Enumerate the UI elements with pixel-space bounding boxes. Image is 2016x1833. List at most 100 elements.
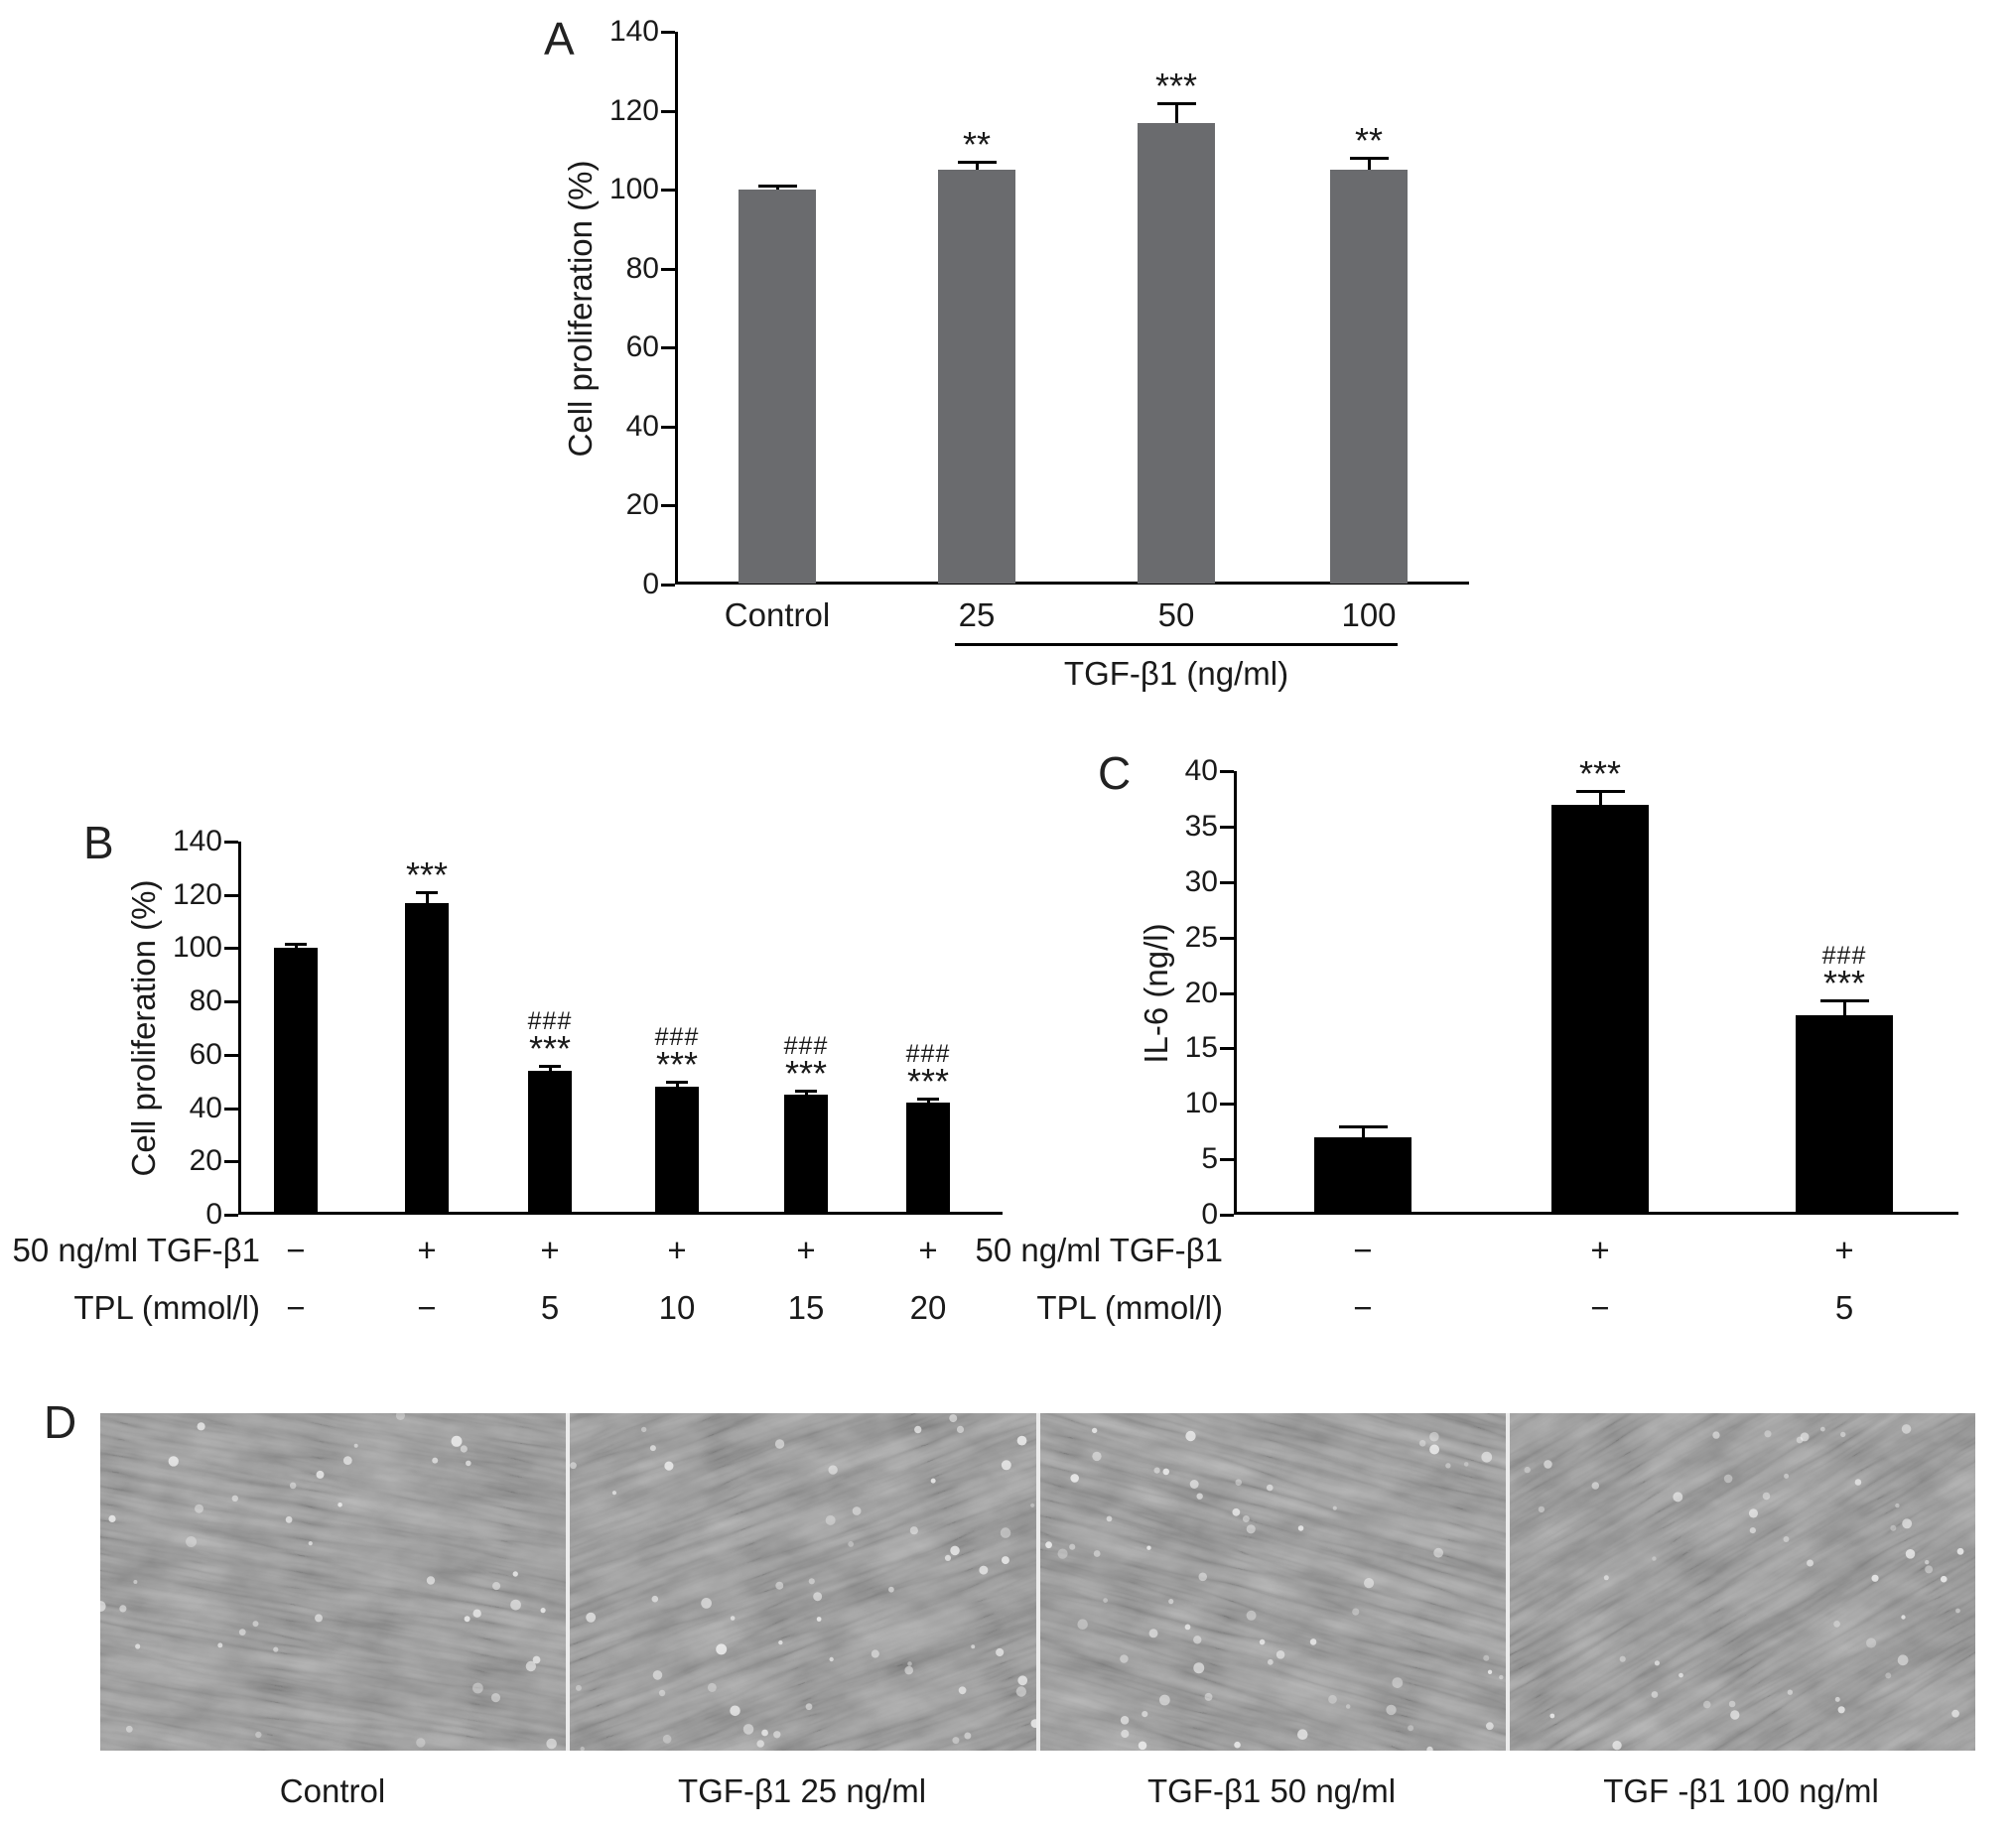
y-tick-label: 100 — [172, 931, 222, 965]
y-tick — [1220, 770, 1234, 773]
error-bar-cap — [795, 1090, 817, 1094]
row-value: 5 — [540, 1289, 560, 1326]
y-tick-label: 100 — [608, 173, 659, 206]
error-bar-cap — [1156, 101, 1196, 105]
hash-annotation: ### — [654, 1022, 700, 1051]
micrograph-label: TGF -β1 100 ng/ml — [1603, 1772, 1879, 1809]
row-label: 50 ng/ml TGF-β1 — [12, 1232, 260, 1268]
y-tick-label: 20 — [625, 488, 659, 522]
x-category-label: Control — [724, 596, 831, 633]
bar — [1330, 170, 1408, 584]
row-value: − — [417, 1289, 437, 1326]
bar — [655, 1087, 699, 1214]
y-tick — [1220, 1214, 1234, 1217]
error-bar-cap — [1575, 790, 1625, 794]
group-label: TGF-β1 (ng/ml) — [1063, 655, 1289, 692]
y-tick — [1220, 880, 1234, 884]
hash-annotation: ### — [1821, 942, 1867, 971]
micrograph-label: TGF-β1 50 ng/ml — [1146, 1772, 1397, 1809]
row-label: 50 ng/ml TGF-β1 — [975, 1232, 1223, 1268]
bar — [1314, 1136, 1411, 1214]
error-bar-cap — [757, 185, 797, 189]
hash-annotation: ### — [783, 1032, 829, 1061]
panel-b-label: B — [83, 817, 114, 868]
row-label: TPL (mmol/l) — [73, 1289, 260, 1326]
hash-annotation: ### — [527, 1006, 573, 1035]
error-bar-line — [975, 162, 979, 171]
row-value: + — [540, 1232, 560, 1268]
row-value: + — [918, 1232, 938, 1268]
x-category-label: 50 — [1157, 596, 1195, 633]
error-bar-cap — [285, 943, 307, 947]
x-category-label: 25 — [958, 596, 996, 633]
error-bar-line — [1174, 102, 1178, 123]
error-bar-cap — [416, 891, 438, 895]
row-value: 20 — [909, 1289, 947, 1326]
y-tick — [1220, 825, 1234, 829]
bar — [906, 1103, 950, 1214]
y-tick — [661, 346, 675, 350]
error-bar-cap — [957, 161, 997, 165]
bar — [1551, 804, 1649, 1214]
bar — [528, 1070, 572, 1214]
row-value: + — [1590, 1232, 1610, 1268]
error-bar-cap — [1819, 999, 1869, 1003]
y-tick — [1220, 1047, 1234, 1051]
error-bar-line — [548, 1065, 552, 1071]
row-value: − — [1353, 1232, 1373, 1268]
y-tick-label: 20 — [1184, 976, 1218, 1009]
error-bar-cap — [1338, 1124, 1388, 1128]
y-tick-label: 120 — [608, 93, 659, 127]
x-category-label: 100 — [1341, 596, 1397, 633]
y-tick — [661, 504, 675, 508]
y-tick-label: 0 — [642, 568, 659, 600]
y-tick — [1220, 1158, 1234, 1162]
micrograph-texture — [1509, 1413, 1975, 1751]
row-value: + — [796, 1232, 816, 1268]
y-tick — [224, 1214, 238, 1217]
bar — [1796, 1014, 1893, 1214]
row-label: TPL (mmol/l) — [1036, 1289, 1223, 1326]
row-value: + — [1834, 1232, 1854, 1268]
y-tick-label: 20 — [189, 1144, 222, 1178]
y-tick-label: 80 — [625, 251, 659, 285]
y-tick-label: 40 — [1184, 754, 1218, 787]
significance-annotation: *** — [1579, 756, 1621, 792]
y-tick — [224, 841, 238, 844]
y-tick — [224, 893, 238, 897]
y-tick-label: 0 — [1201, 1198, 1218, 1231]
error-bar-line — [804, 1091, 808, 1096]
micrograph-image-1 — [570, 1413, 1036, 1751]
y-tick — [224, 1160, 238, 1164]
micrograph-label: Control — [279, 1772, 386, 1809]
y-axis-label: IL-6 (ng/l) — [1138, 922, 1174, 1064]
row-value: 5 — [1834, 1289, 1854, 1326]
y-tick-label: 120 — [172, 877, 222, 911]
bar — [1138, 122, 1215, 584]
error-bar-line — [926, 1099, 930, 1104]
y-tick-label: 30 — [1184, 864, 1218, 898]
bar — [938, 170, 1015, 584]
error-bar-cap — [1349, 157, 1389, 161]
significance-annotation: ### *** — [527, 1006, 573, 1067]
micrograph-strip — [100, 1413, 1975, 1751]
micrograph-image-3 — [1509, 1413, 1975, 1751]
error-bar-line — [425, 892, 429, 903]
error-bar-line — [1361, 1125, 1365, 1137]
y-tick — [224, 1107, 238, 1111]
y-tick-label: 40 — [625, 409, 659, 443]
y-tick-label: 15 — [1184, 1031, 1218, 1065]
y-tick — [661, 425, 675, 429]
panel-d-label: D — [44, 1396, 77, 1448]
y-tick — [1220, 1103, 1234, 1107]
y-tick-label: 60 — [625, 330, 659, 364]
y-tick — [224, 1000, 238, 1004]
micrograph-texture — [100, 1413, 567, 1751]
row-value: − — [1590, 1289, 1610, 1326]
y-tick — [224, 947, 238, 951]
significance-annotation: ### *** — [1821, 942, 1867, 1001]
y-tick — [661, 31, 675, 34]
